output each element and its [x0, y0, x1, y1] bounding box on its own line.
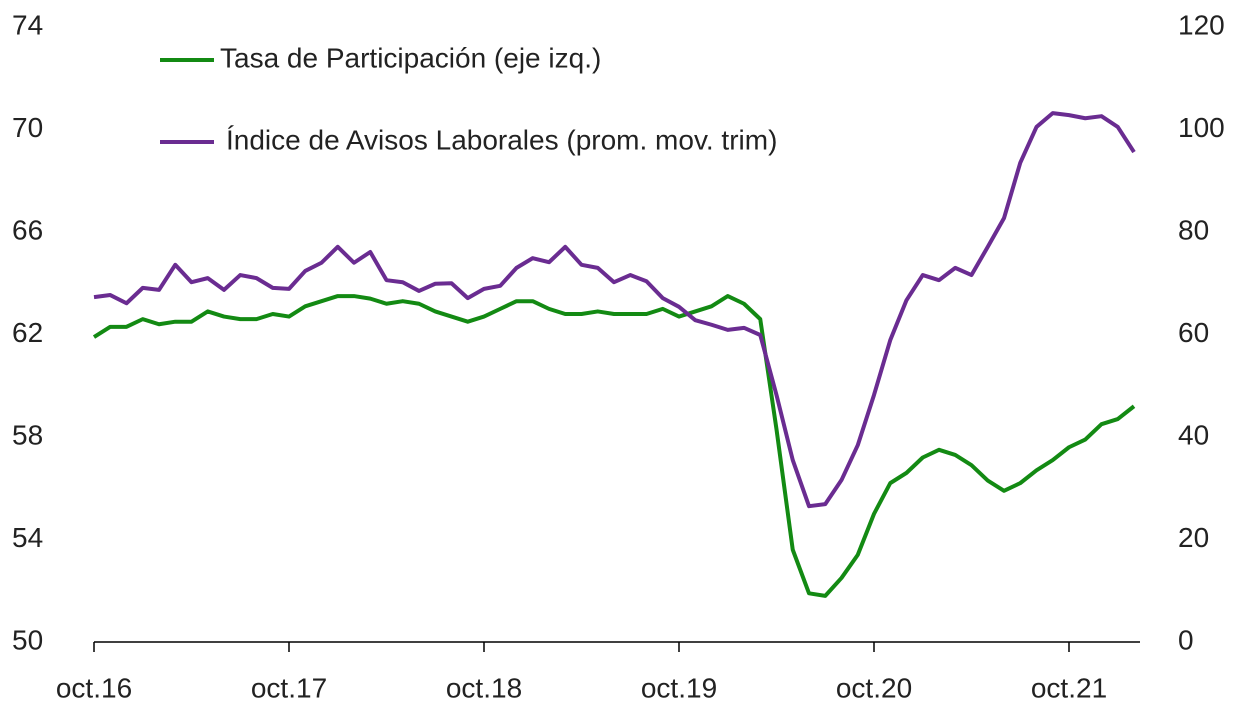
y-tick-label: 58 [12, 419, 43, 450]
legend-label: Índice de Avisos Laborales (prom. mov. t… [226, 124, 777, 155]
y-tick-label: 66 [12, 214, 43, 245]
y-tick-label: 62 [12, 317, 43, 348]
x-tick-label: oct.18 [446, 672, 522, 703]
y2-tick-label: 20 [1178, 522, 1209, 553]
x-tick-label: oct.20 [836, 672, 912, 703]
y2-tick-label: 120 [1178, 9, 1225, 40]
legend-label: Tasa de Participación (eje izq.) [220, 42, 601, 73]
y-tick-label: 50 [12, 624, 43, 655]
y2-tick-label: 40 [1178, 419, 1209, 450]
y2-tick-label: 80 [1178, 214, 1209, 245]
x-tick-label: oct.17 [251, 672, 327, 703]
y-tick-label: 70 [12, 112, 43, 143]
line-series [93, 111, 1136, 509]
y2-tick-label: 60 [1178, 317, 1209, 348]
x-tick-label: oct.21 [1031, 672, 1107, 703]
y-tick-label: 54 [12, 522, 43, 553]
x-tick-label: oct.19 [641, 672, 717, 703]
y2-tick-label: 0 [1178, 624, 1194, 655]
line-series [92, 294, 1136, 598]
y-tick-label: 74 [12, 9, 43, 40]
x-tick-label: oct.16 [56, 672, 132, 703]
y2-tick-label: 100 [1178, 112, 1225, 143]
